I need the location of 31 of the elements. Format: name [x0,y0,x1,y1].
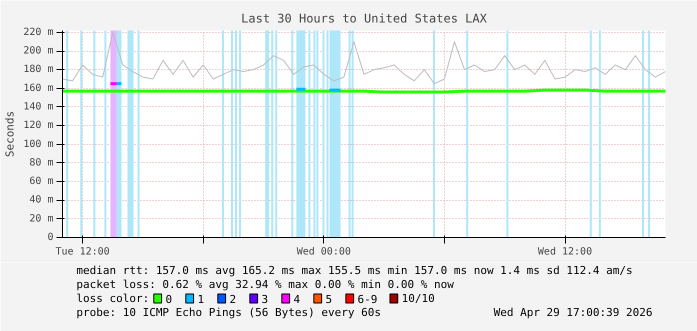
legend-label: 10/10 [402,292,435,305]
y-tick-label: 200 m [23,46,54,57]
x-tick-label: Tue 12:00 [56,246,110,258]
y-tick-label: 220 m [23,26,54,38]
y-tick-label: 60 m [29,176,54,188]
y-tick-label: 20 m [29,213,54,224]
y-tick-label: 40 m [29,194,54,206]
line-series [62,32,666,84]
text: probe: 10 ICMP Echo Pings (56 Bytes) every 60s [76,306,381,319]
y-tick-label: 100 m [23,138,54,150]
y-tick-label: 140 m [23,101,54,112]
legend-label: 0 [165,293,172,306]
y-axis-title: Seconds [3,110,16,158]
legend-label: 6-9 [358,293,378,306]
legend-label: 5 [326,293,332,306]
text: packet loss: 0.62 % avg 32.94 % max 0.00 % min 0.00 % now [76,278,454,291]
legend-title: loss color: [76,292,150,305]
text: median rtt: 157.0 ms avg 165.2 ms max 155.5 ms min 157.0 ms now 1.4 ms sd 112.4 am/s [76,264,633,277]
legend-label: 3 [261,293,268,306]
x-tick-label: Wed 12:00 [538,246,592,258]
y-tick-label: 180 m [23,64,54,76]
legend-label: 2 [229,293,236,306]
chart-title: Last 30 Hours to United States LAX [241,12,488,26]
y-tick-label: 120 m [23,120,54,132]
text: Wed Apr 29 17:00:39 2026 [494,306,653,319]
legend-label: 4 [293,293,300,306]
legend-label: 1 [197,293,204,306]
y-tick-label: 160 m [23,82,54,94]
x-tick-label: Wed 00:00 [296,246,351,258]
y-tick-label: 0 [47,232,54,243]
y-tick-label: 80 m [29,157,54,168]
